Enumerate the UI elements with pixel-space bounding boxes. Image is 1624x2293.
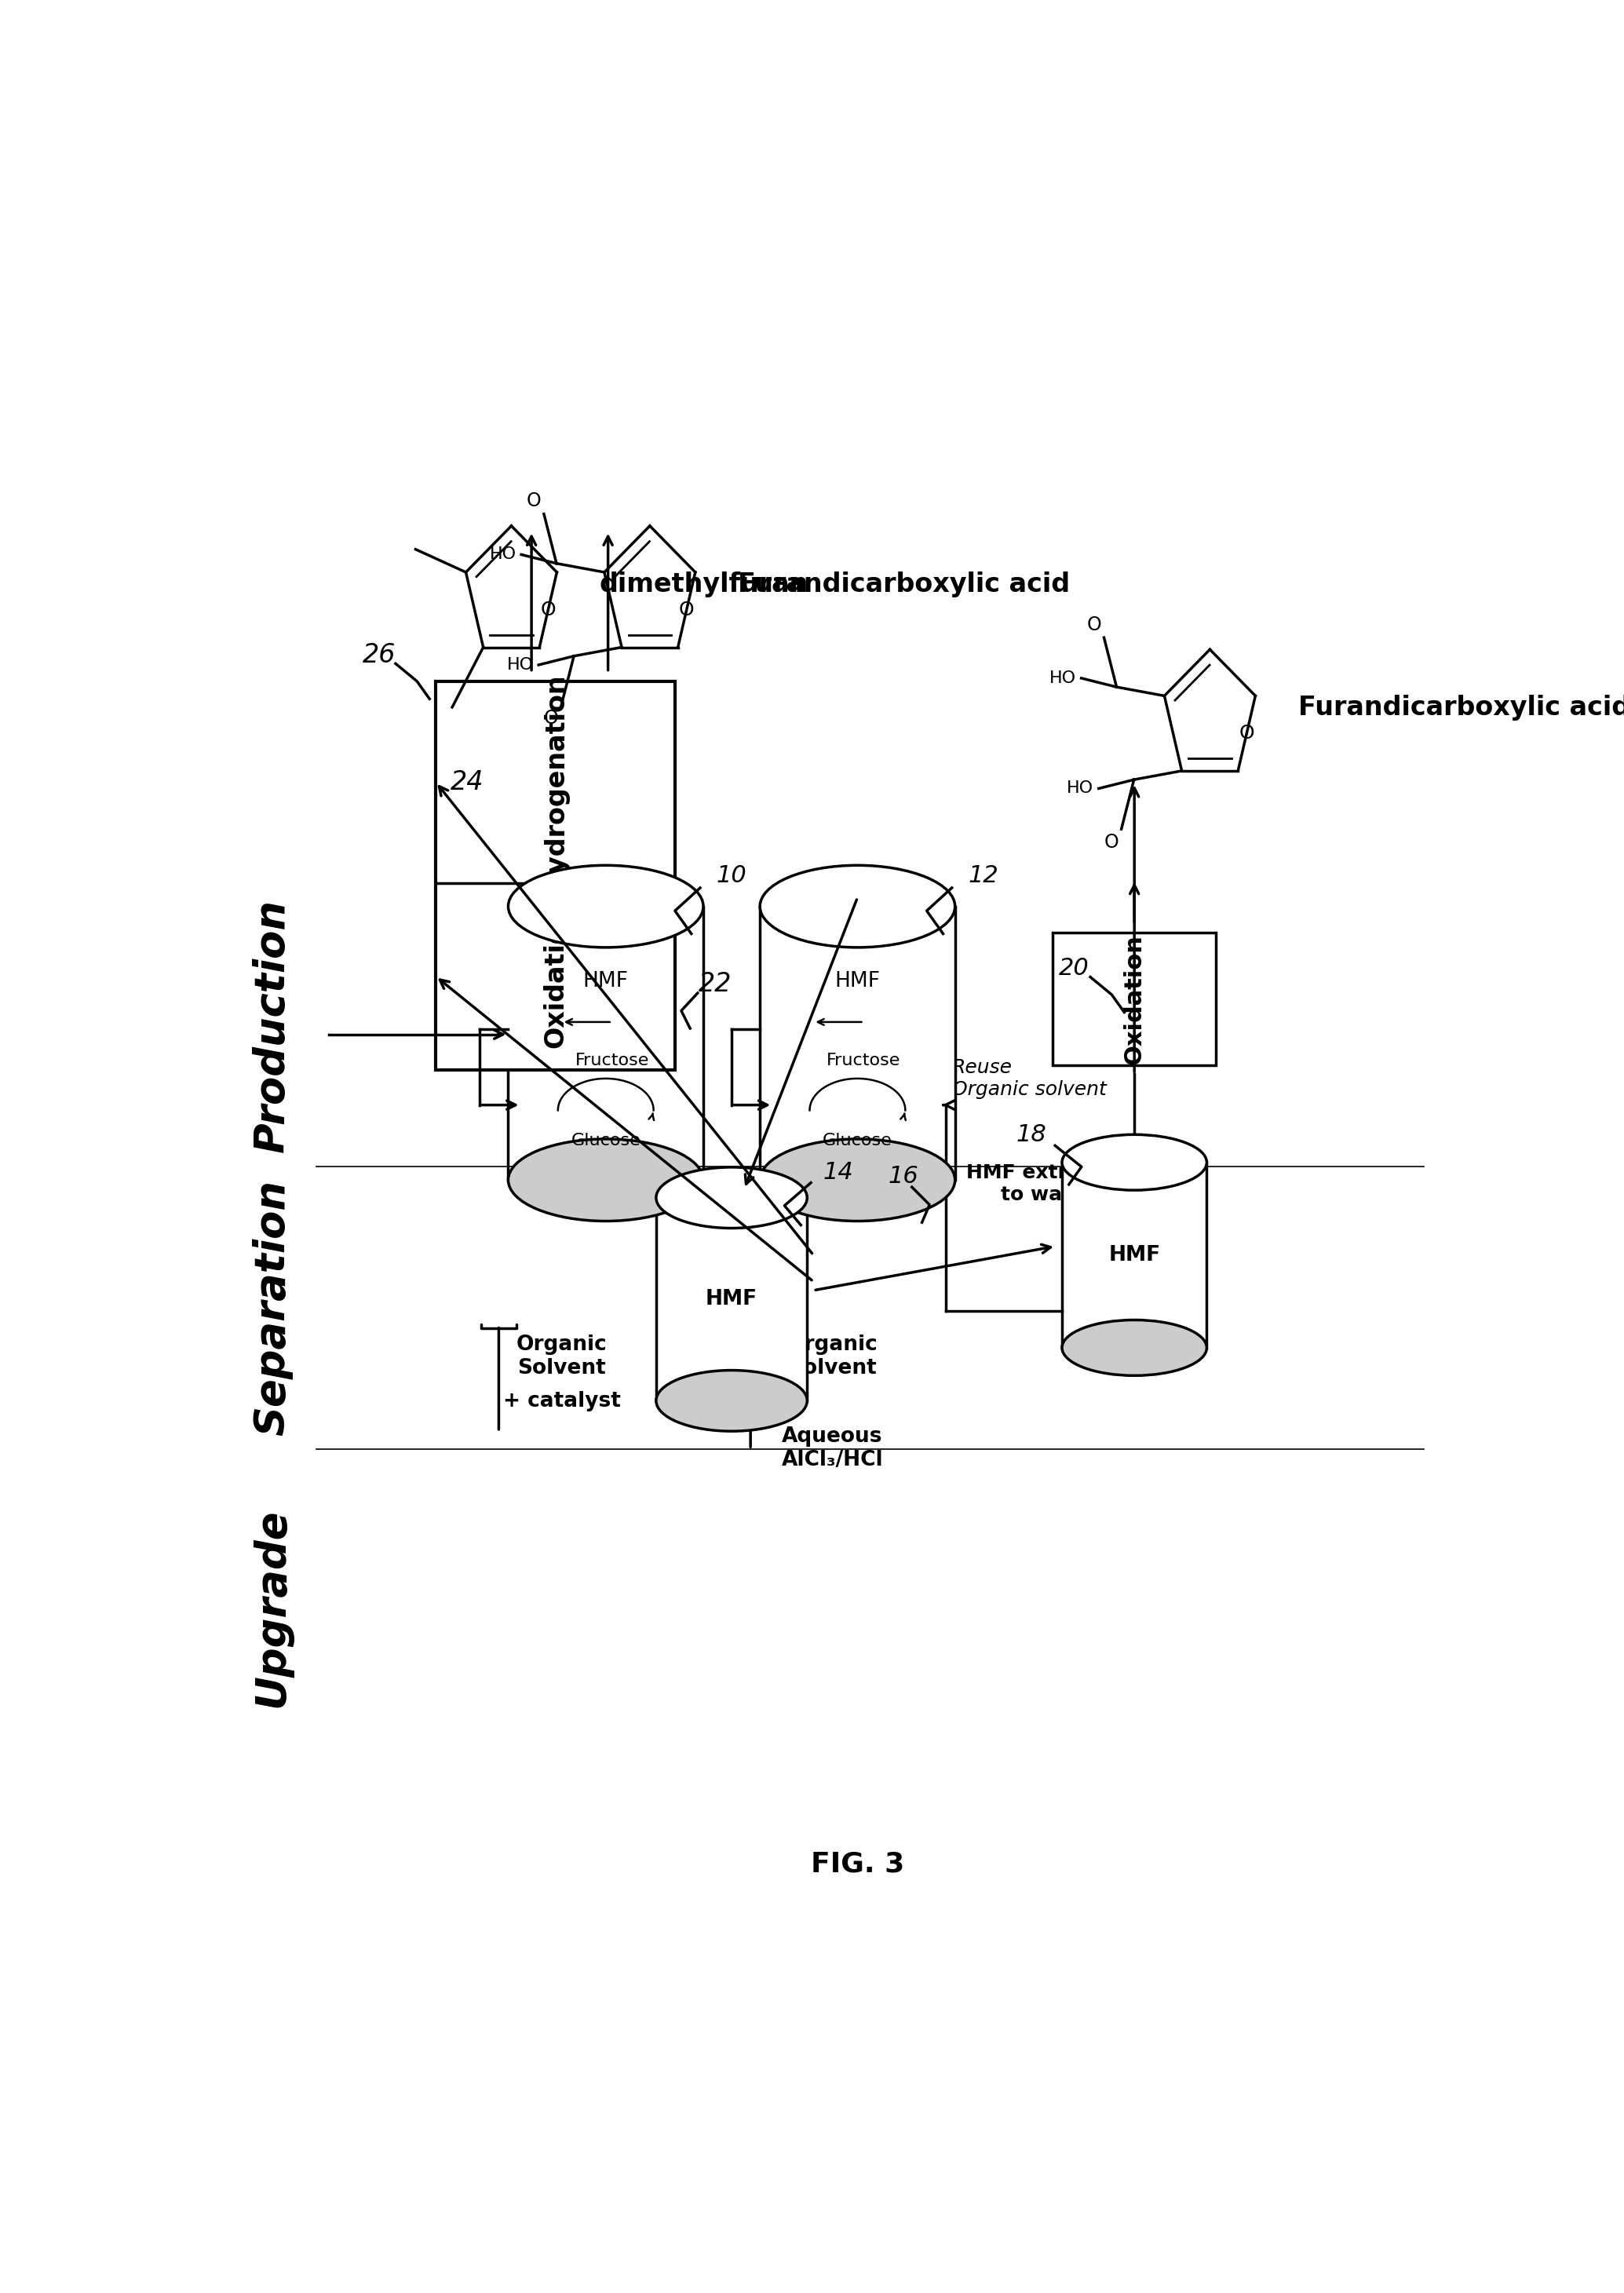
- Text: O: O: [544, 709, 559, 727]
- Text: O: O: [1239, 725, 1254, 743]
- Text: Separation: Separation: [252, 1181, 292, 1435]
- Text: Aqueous
AlCl₃/HCl: Aqueous AlCl₃/HCl: [781, 1426, 883, 1470]
- Ellipse shape: [656, 1167, 807, 1229]
- Text: dimethylfuran: dimethylfuran: [599, 571, 809, 596]
- Text: HO: HO: [1067, 780, 1093, 796]
- Text: O: O: [541, 601, 555, 619]
- Polygon shape: [1062, 1163, 1207, 1348]
- Ellipse shape: [656, 1371, 807, 1431]
- Text: Reuse
Organic solvent: Reuse Organic solvent: [952, 1057, 1106, 1098]
- Text: Fructose: Fructose: [575, 1052, 650, 1069]
- Text: 10: 10: [716, 864, 747, 887]
- Text: 16: 16: [888, 1165, 918, 1188]
- Text: 12: 12: [968, 864, 999, 887]
- Text: Hydrogenation: Hydrogenation: [542, 672, 568, 892]
- Ellipse shape: [508, 1140, 703, 1222]
- Text: Production: Production: [252, 899, 292, 1153]
- Text: 26: 26: [362, 642, 396, 667]
- Ellipse shape: [1062, 1321, 1207, 1376]
- Text: HO: HO: [1049, 670, 1077, 686]
- Text: Glucose: Glucose: [823, 1133, 892, 1149]
- Text: HMF: HMF: [1109, 1245, 1160, 1266]
- Polygon shape: [656, 1197, 807, 1401]
- Text: O: O: [679, 601, 695, 619]
- Text: Reuse
Organic solvent: Reuse Organic solvent: [523, 1057, 677, 1098]
- Text: Oxidation: Oxidation: [1122, 933, 1147, 1064]
- Text: Upgrade: Upgrade: [252, 1509, 292, 1708]
- Text: HMF: HMF: [706, 1289, 757, 1309]
- Ellipse shape: [508, 864, 703, 947]
- Text: 22: 22: [698, 972, 732, 997]
- Text: Furandicarboxylic acid: Furandicarboxylic acid: [1298, 695, 1624, 720]
- Text: O: O: [526, 491, 541, 511]
- Text: 14: 14: [823, 1160, 854, 1183]
- Text: Glucose: Glucose: [572, 1133, 640, 1149]
- Ellipse shape: [760, 864, 955, 947]
- Text: HMF: HMF: [835, 972, 880, 991]
- Text: Oxidation: Oxidation: [542, 906, 568, 1048]
- Bar: [1052, 933, 1216, 1066]
- Text: Organic
Solvent: Organic Solvent: [788, 1335, 877, 1378]
- Bar: [435, 681, 676, 1069]
- Text: 18: 18: [1017, 1124, 1046, 1146]
- Text: HO: HO: [489, 546, 516, 562]
- Polygon shape: [760, 906, 955, 1181]
- Text: FIG. 3: FIG. 3: [810, 1850, 905, 1878]
- Ellipse shape: [1062, 1135, 1207, 1190]
- Text: HMF: HMF: [583, 972, 628, 991]
- Text: Fructose: Fructose: [827, 1052, 901, 1069]
- Text: Reuse
Organic solvent: Reuse Organic solvent: [775, 1057, 929, 1098]
- Text: O: O: [1104, 832, 1119, 851]
- Polygon shape: [508, 906, 703, 1181]
- Text: Furandicarboxylic acid: Furandicarboxylic acid: [737, 571, 1070, 596]
- Ellipse shape: [760, 1140, 955, 1222]
- Text: O: O: [1086, 615, 1101, 635]
- Text: + catalyst: + catalyst: [503, 1392, 620, 1412]
- Text: 20: 20: [1059, 956, 1090, 979]
- Text: 24: 24: [450, 768, 484, 796]
- Text: HO: HO: [507, 658, 534, 672]
- Text: HMF extracted
to water: HMF extracted to water: [966, 1163, 1129, 1204]
- Text: Organic
Solvent: Organic Solvent: [516, 1335, 607, 1378]
